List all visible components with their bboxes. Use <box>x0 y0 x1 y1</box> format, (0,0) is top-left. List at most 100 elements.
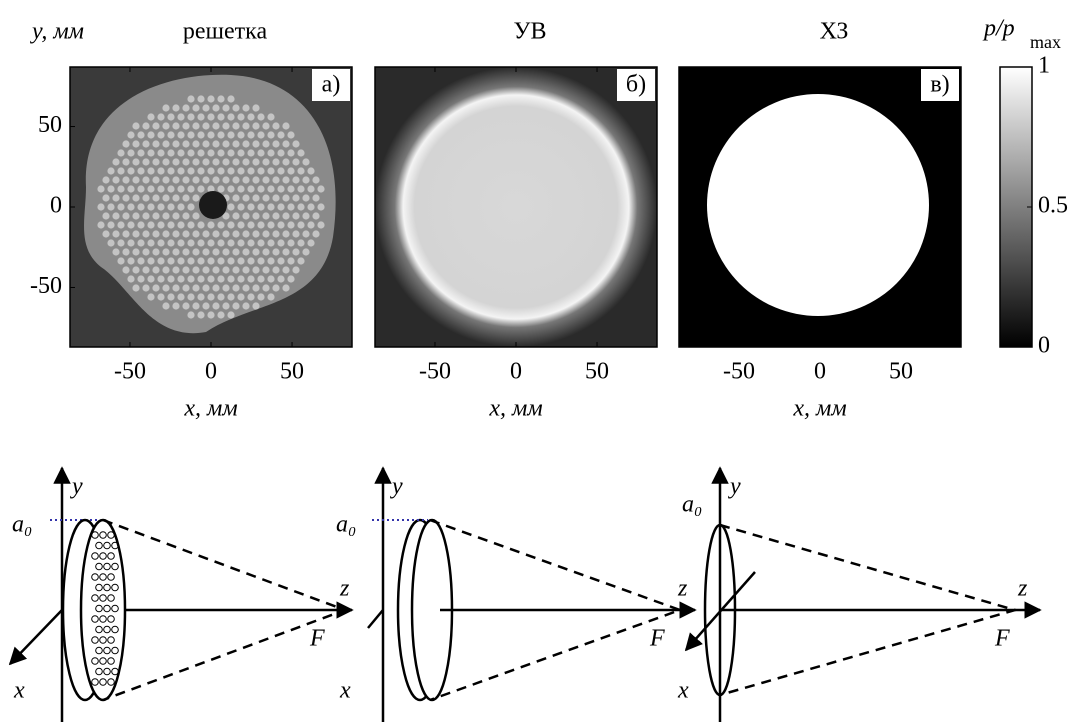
image-dot <box>167 275 174 282</box>
image-dot <box>157 113 164 120</box>
image-dot <box>177 293 184 300</box>
x-tick-label: 0 <box>510 359 522 385</box>
image-dot <box>207 149 214 156</box>
colorbar-tick-label: 1 <box>1038 53 1050 79</box>
image-dot <box>217 131 224 138</box>
image-dot <box>192 104 199 111</box>
image-dot <box>252 140 259 147</box>
image-dot <box>112 212 119 219</box>
image-dot <box>217 239 224 246</box>
image-dot <box>117 167 124 174</box>
image-dot <box>237 293 244 300</box>
label: z <box>339 576 350 602</box>
panel-label: б) <box>626 72 646 98</box>
image-dot <box>202 248 209 255</box>
image-dot <box>272 230 279 237</box>
y-tick-label: -50 <box>30 273 62 299</box>
image-dot <box>237 275 244 282</box>
image-dot <box>272 158 279 165</box>
image-dot <box>97 185 104 192</box>
image-dot <box>127 167 134 174</box>
image-dot <box>192 212 199 219</box>
image-dot <box>307 185 314 192</box>
image-dot <box>177 257 184 264</box>
image-dot <box>162 212 169 219</box>
image-dot <box>247 239 254 246</box>
image-dot <box>222 266 229 273</box>
image-dot <box>152 158 159 165</box>
image-dot <box>212 230 219 237</box>
image-dot <box>192 122 199 129</box>
image-dot <box>132 122 139 129</box>
image-dot <box>252 248 259 255</box>
image-dot <box>112 158 119 165</box>
image-dot <box>167 221 174 228</box>
image-dot <box>177 275 184 282</box>
image-dot <box>277 185 284 192</box>
image-dot <box>277 257 284 264</box>
image-dot <box>112 176 119 183</box>
image-dot <box>187 257 194 264</box>
panel-title: ХЗ <box>820 19 849 45</box>
image-dot <box>197 311 204 318</box>
image-dot <box>112 248 119 255</box>
image-dot <box>142 176 149 183</box>
panel-label: а) <box>322 72 341 98</box>
image-dot <box>137 203 144 210</box>
image-dot <box>252 104 259 111</box>
image-dot <box>162 284 169 291</box>
image-dot <box>197 185 204 192</box>
image-dot <box>252 302 259 309</box>
image-dot <box>262 176 269 183</box>
image-dot <box>142 248 149 255</box>
image-dot <box>257 221 264 228</box>
image-dot <box>262 284 269 291</box>
label: F <box>649 626 665 652</box>
image-dot <box>157 293 164 300</box>
axis <box>368 610 383 628</box>
image-dot <box>202 302 209 309</box>
image-dot <box>147 149 154 156</box>
image-dot <box>187 221 194 228</box>
image-dot <box>287 203 294 210</box>
image-dot <box>242 176 249 183</box>
image-dot <box>167 293 174 300</box>
image-dot <box>207 167 214 174</box>
image-dot <box>172 104 179 111</box>
image-dot <box>157 131 164 138</box>
image-dot <box>182 104 189 111</box>
image-dot <box>257 275 264 282</box>
image-dot <box>272 140 279 147</box>
image-dot <box>132 158 139 165</box>
image-dot <box>167 149 174 156</box>
image-dot <box>257 185 264 192</box>
image-dot <box>197 221 204 228</box>
image-dot <box>267 293 274 300</box>
image-dot <box>187 311 194 318</box>
image-dot <box>142 194 149 201</box>
image-dot <box>107 185 114 192</box>
image-dot <box>232 194 239 201</box>
image-dot <box>207 131 214 138</box>
image-dot <box>117 185 124 192</box>
image-dot <box>172 266 179 273</box>
image-dot <box>312 176 319 183</box>
image-dot <box>157 221 164 228</box>
image-dot <box>272 122 279 129</box>
image-dot <box>262 266 269 273</box>
image-dot <box>222 284 229 291</box>
image-dot <box>292 212 299 219</box>
image-dot <box>297 149 304 156</box>
image-dot <box>247 167 254 174</box>
image-dot <box>282 140 289 147</box>
image-dot <box>282 266 289 273</box>
image-dot <box>102 194 109 201</box>
image-dot <box>232 266 239 273</box>
image-dot <box>212 248 219 255</box>
image-dot <box>172 302 179 309</box>
image-dot <box>167 113 174 120</box>
image-dot <box>137 167 144 174</box>
image-dot <box>242 212 249 219</box>
image-dot <box>217 275 224 282</box>
panel-title: решетка <box>183 19 268 45</box>
